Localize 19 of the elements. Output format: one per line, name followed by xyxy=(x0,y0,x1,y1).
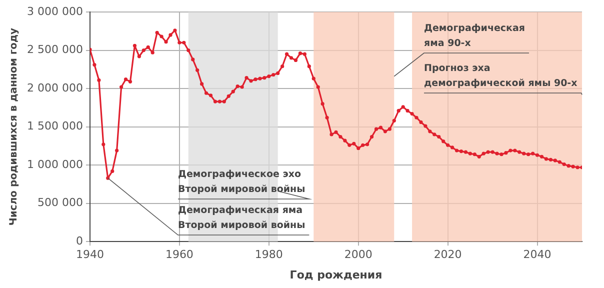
annotation: Демографическая яма Второй мировой войны xyxy=(178,205,306,232)
y-tick-label: 1 500 000 xyxy=(27,120,83,133)
band-label: Демографическое эхо Второй мировой войны xyxy=(178,169,306,196)
x-tick-label: 2000 xyxy=(344,248,372,262)
y-tick-label: 2 500 000 xyxy=(27,43,83,56)
x-tick-label: 1940 xyxy=(76,248,104,262)
x-tick-label: 1960 xyxy=(165,248,194,262)
x-axis-title: Год рождения xyxy=(290,268,382,282)
x-tick-label: 2020 xyxy=(434,248,462,262)
x-tick-label: 2040 xyxy=(523,248,552,262)
x-tick-label: 1980 xyxy=(254,248,283,262)
y-tick-label: 0 xyxy=(76,234,83,248)
y-tick-label: 3 000 000 xyxy=(27,4,83,18)
y-tick-label: 2 000 000 xyxy=(27,81,83,94)
band-label: Демографическая яма 90-х xyxy=(424,23,526,50)
y-tick-label: 1 000 000 xyxy=(27,158,83,171)
y-tick-label: 500 000 xyxy=(37,196,83,210)
band-label: Прогноз эха демографической ямы 90-х xyxy=(424,63,578,90)
y-axis-title: Число родившихся в данном году xyxy=(8,27,20,226)
